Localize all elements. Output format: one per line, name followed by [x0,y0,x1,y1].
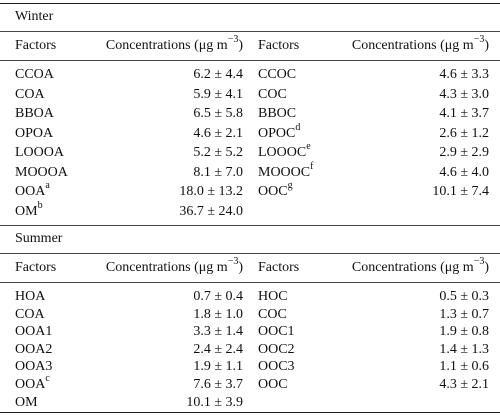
footnote-marker: b [37,199,43,211]
summer-left-factor: OOA3 [15,359,53,375]
summer-right-concentration: 1.9 ± 0.8 [439,324,489,340]
winter-left-factor: OPOA [15,125,54,141]
winter-left-factor: CCOA [15,67,54,82]
winter-left-concentration: 6.2 ± 4.4 [193,67,243,82]
summer-left-concentration: 7.6 ± 3.7 [193,377,243,392]
winter-header-concentrations-right: Concentrations (μg m−3) [351,34,489,53]
winter-left-factor: BBOA [15,106,54,121]
summer-left-factor: HOA [15,289,46,304]
winter-right-concentration: 10.1 ± 7.4 [432,184,489,199]
footnote-marker: c [45,373,50,385]
winter-right-concentration: 2.9 ± 2.9 [439,145,489,160]
winter-left-factor: OMb [15,199,43,219]
winter-left-concentration: 18.0 ± 13.2 [179,184,243,199]
summer-title-rule [0,253,500,254]
winter-right-concentration: 2.6 ± 1.2 [439,125,489,141]
summer-right-factor: OOC2 [258,341,295,357]
winter-header-concentrations-left: Concentrations (μg m−3) [105,34,243,53]
winter-right-concentration: 4.6 ± 3.3 [439,67,489,82]
winter-right-factor: MOOOCf [258,160,314,180]
summer-left-factor: OM [15,394,38,410]
summer-right-factor: OOC [258,377,288,392]
winter-left-factor: LOOOA [15,145,64,160]
summer-left-concentration: 0.7 ± 0.4 [193,289,243,304]
winter-title-rule [0,31,500,32]
winter-left-factor: OOAa [15,180,50,199]
summer-right-factor: OOC3 [258,359,295,375]
summer-left-concentration: 10.1 ± 3.9 [186,394,243,410]
summer-right-factor: COC [258,306,287,322]
winter-bottom-rule [0,225,500,226]
summer-left-concentration: 3.3 ± 1.4 [193,324,243,340]
summer-right-concentration: 1.3 ± 0.7 [439,306,489,322]
summer-left-factor: OOA2 [15,341,53,357]
summer-right-concentration: 1.1 ± 0.6 [439,359,489,375]
winter-right-concentration: 4.1 ± 3.7 [439,106,489,121]
winter-left-concentration: 36.7 ± 24.0 [179,203,243,219]
footnote-marker: a [45,180,50,192]
summer-left-factor: OOA1 [15,324,53,340]
summer-left-concentration: 1.8 ± 1.0 [193,306,243,322]
winter-left-concentration: 6.5 ± 5.8 [193,106,243,121]
summer-left-factor: OOAc [15,373,50,392]
summer-left-concentration: 1.9 ± 1.1 [193,359,243,375]
winter-right-factor: COC [258,86,287,102]
winter-right-factor: BBOC [258,106,297,121]
footnote-marker: d [295,121,301,133]
summer-section-title: Summer [15,231,63,246]
summer-header-concentrations-left: Concentrations (μg m−3) [105,256,243,275]
summer-right-concentration: 0.5 ± 0.3 [439,289,489,304]
winter-right-factor: CCOC [258,67,297,82]
winter-right-concentration: 4.3 ± 3.0 [439,86,489,102]
footnote-marker: f [310,160,314,172]
winter-header-rule [0,60,500,61]
summer-header-rule [0,282,500,283]
winter-section-title: Winter [15,9,54,24]
summer-right-factor: HOC [258,289,288,304]
winter-right-factor: OPOCd [258,121,301,141]
summer-right-concentration: 1.4 ± 1.3 [439,341,489,357]
summer-left-factor: COA [15,306,45,322]
bottom-rule [0,412,500,414]
summer-left-concentration: 2.4 ± 2.4 [193,341,243,357]
summer-header-factors-left: Factors [15,260,57,275]
winter-left-concentration: 8.1 ± 7.0 [193,164,243,180]
summer-right-concentration: 4.3 ± 2.1 [439,377,489,392]
winter-header-factors-right: Factors [258,38,300,53]
winter-header-factors-left: Factors [15,38,57,53]
winter-left-factor: MOOOA [15,164,68,180]
winter-right-factor: LOOOCe [258,141,311,160]
winter-left-factor: COA [15,86,45,102]
winter-left-concentration: 4.6 ± 2.1 [193,125,243,141]
footnote-marker: g [287,180,293,192]
footnote-marker: e [306,141,311,153]
summer-right-factor: OOC1 [258,324,295,340]
winter-left-concentration: 5.9 ± 4.1 [193,86,243,102]
top-rule [0,3,500,5]
winter-right-factor: OOCg [258,180,293,199]
summer-header-factors-right: Factors [258,260,300,275]
winter-left-concentration: 5.2 ± 5.2 [193,145,243,160]
winter-right-concentration: 4.6 ± 4.0 [439,164,489,180]
summer-header-concentrations-right: Concentrations (μg m−3) [351,256,489,275]
